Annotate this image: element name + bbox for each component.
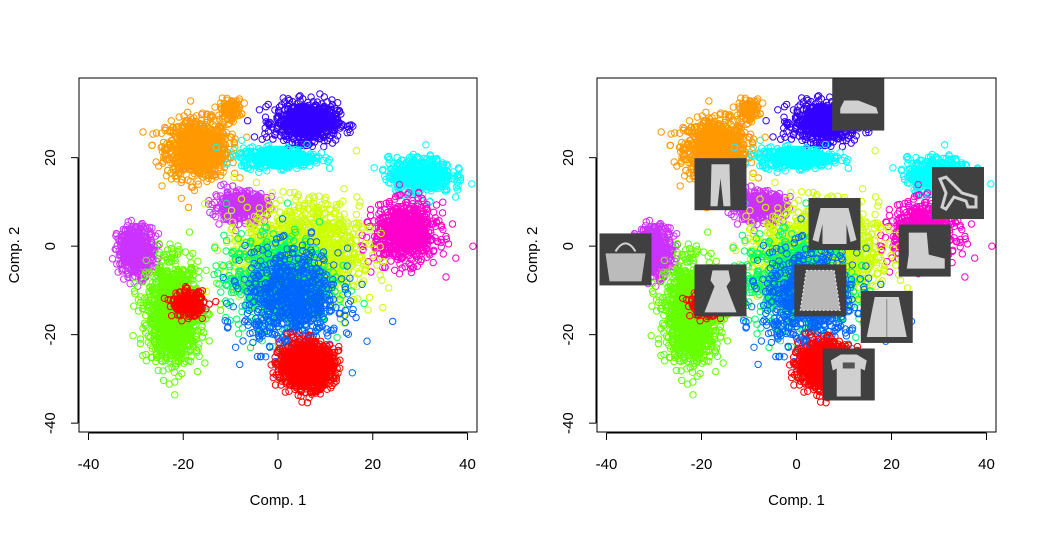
scatter-point [167,117,176,125]
scatter-point [451,193,460,201]
scatter-point [108,255,117,263]
scatter-point [452,254,460,262]
scatter-point [194,257,202,265]
scatter-point [255,106,264,114]
scatter-point [148,141,156,150]
scatter-point [370,164,378,172]
scatter-point [320,93,328,101]
scatter-point [215,220,223,228]
scatter-point [243,117,252,125]
scatter-point [395,270,404,278]
scatter-point [442,273,450,281]
scatter-point [159,376,168,385]
scatter-point [171,391,179,399]
scatter-point [439,198,447,206]
scatter-point [202,266,210,274]
scatter-point [139,128,147,136]
scatter-point [198,109,207,117]
scatter-point [387,257,395,265]
scatter-point [469,242,477,250]
scatter-point [468,180,476,188]
scatter-point [186,97,195,105]
scatter-point [261,113,270,121]
scatter-point [238,136,246,145]
scatter-points [108,90,477,407]
scatter-point [216,306,225,315]
scatter-point [255,168,263,177]
scatter-point [175,113,183,121]
scatter-point [432,201,441,209]
scatter-point [168,149,176,157]
scatter-point [158,182,166,190]
scatter-point [438,209,447,217]
scatter-point [184,203,193,212]
scatter-point [194,177,202,185]
scatter-point [325,164,334,172]
scatter-point [195,274,203,282]
scatter-point [250,133,259,141]
scatter-point [177,194,186,203]
scatter-point [429,258,437,267]
scatter-point [185,228,194,236]
scatter-point [193,367,202,376]
scatter-point [439,250,447,258]
scatter-point [316,90,324,98]
scatter-point [201,359,209,367]
scatter-point [448,220,457,228]
scatter-point [197,116,206,125]
scatter-point [157,129,166,137]
scatter-point [422,141,430,149]
